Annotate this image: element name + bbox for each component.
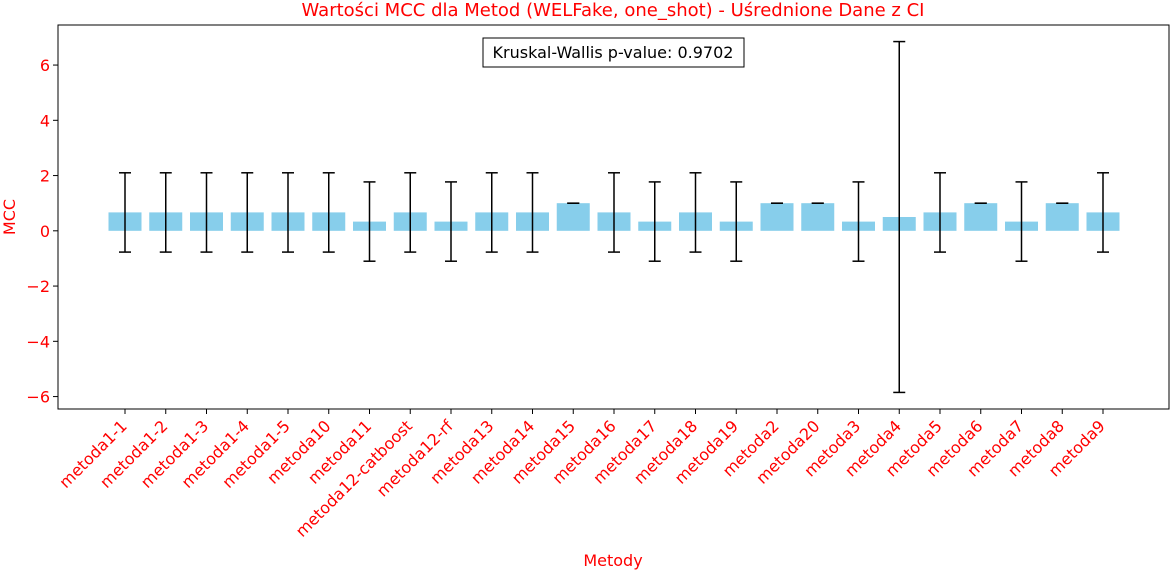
error-bar-metoda12-catboost — [404, 172, 417, 253]
kruskal-wallis-annotation: Kruskal-Wallis p-value: 0.9702 — [482, 37, 745, 68]
error-bar-metoda1-3 — [200, 172, 213, 253]
y-tick-label: 4 — [40, 111, 50, 130]
error-bar-metoda1-5 — [282, 172, 294, 253]
error-bar-metoda9 — [1097, 172, 1109, 253]
error-bar-metoda14 — [526, 172, 539, 253]
annotation-box — [482, 37, 745, 68]
y-tick-label: −6 — [26, 388, 50, 407]
y-axis-ticks: −6 −4 −2 0 2 4 6 — [26, 56, 58, 407]
error-bar-metoda7 — [1015, 181, 1028, 262]
error-bar-metoda17 — [648, 181, 661, 262]
error-bar-metoda11 — [363, 181, 376, 262]
y-tick-label: −2 — [26, 277, 50, 296]
error-bar-metoda1-1 — [119, 172, 131, 253]
bar-metoda2 — [760, 203, 794, 231]
error-bar-metoda5 — [934, 172, 946, 253]
x-axis-ticks: metoda1-1metoda1-2metoda1-3metoda1-4meto… — [55, 409, 1109, 541]
error-bars-group — [119, 40, 1109, 394]
y-tick-label: 6 — [40, 56, 50, 75]
error-bar-metoda18 — [689, 172, 702, 253]
bar-metoda15 — [556, 203, 590, 231]
error-bar-metoda3 — [852, 181, 865, 262]
error-bar-metoda12-rf — [445, 181, 457, 262]
y-axis-label: MCC — [0, 199, 19, 235]
error-bar-metoda16 — [608, 172, 620, 253]
x-axis-label: Metody — [583, 551, 642, 570]
error-bar-metoda10 — [322, 172, 335, 253]
error-bar-metoda4 — [893, 40, 906, 394]
annotation-text: Kruskal-Wallis p-value: 0.9702 — [493, 43, 734, 62]
error-bar-metoda1-2 — [159, 172, 172, 253]
error-bar-metoda1-4 — [241, 172, 254, 253]
bar-metoda8 — [1045, 203, 1079, 231]
y-tick-label: 2 — [40, 167, 50, 186]
y-tick-label: 0 — [40, 222, 50, 241]
chart-title: Wartości MCC dla Metod (WELFake, one_sho… — [302, 0, 925, 21]
bar-metoda6 — [964, 203, 998, 231]
error-bar-metoda13 — [485, 172, 498, 253]
error-bar-metoda19 — [730, 181, 743, 262]
y-tick-label: −4 — [26, 332, 50, 351]
bar-metoda20 — [801, 203, 835, 231]
